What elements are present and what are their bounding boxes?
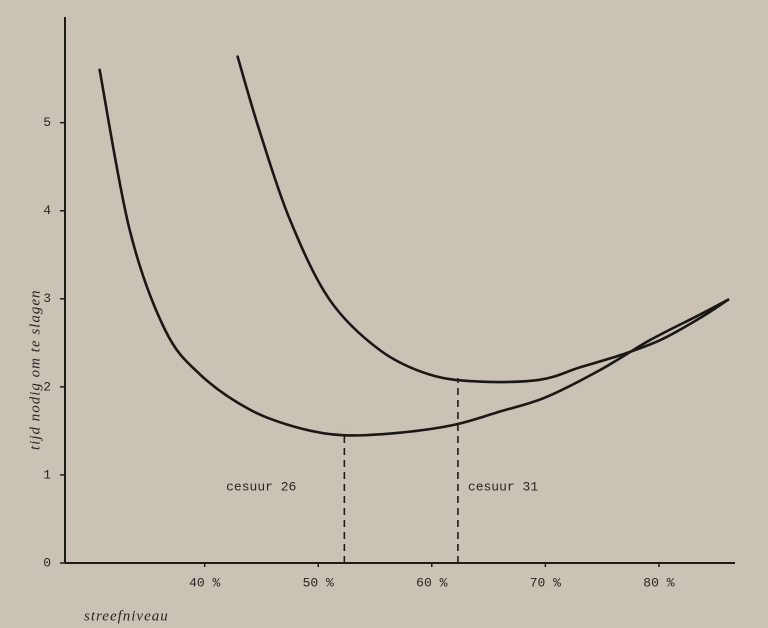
y-tick-label: 1: [43, 467, 51, 482]
y-axis-title: tijd nodig om te slagen: [27, 290, 43, 451]
x-tick-label: 70 %: [530, 575, 561, 590]
cutoff-label: cesuur 26: [226, 479, 296, 494]
cutoff-label: cesuur 31: [468, 479, 538, 494]
y-tick-label: 2: [43, 379, 51, 394]
line: [98, 68, 730, 437]
y-tick-label: 5: [43, 115, 51, 130]
x-axis-title: streefniveau: [84, 608, 169, 624]
y-tick-label: 0: [43, 555, 51, 570]
y-tick-label: 3: [43, 291, 51, 306]
x-tick-label: 40 %: [189, 575, 220, 590]
x-tick-label: 80 %: [643, 575, 674, 590]
line: [236, 55, 730, 384]
y-tick-label: 4: [43, 203, 51, 218]
x-tick-label: 60 %: [416, 575, 447, 590]
x-tick-label: 50 %: [303, 575, 334, 590]
